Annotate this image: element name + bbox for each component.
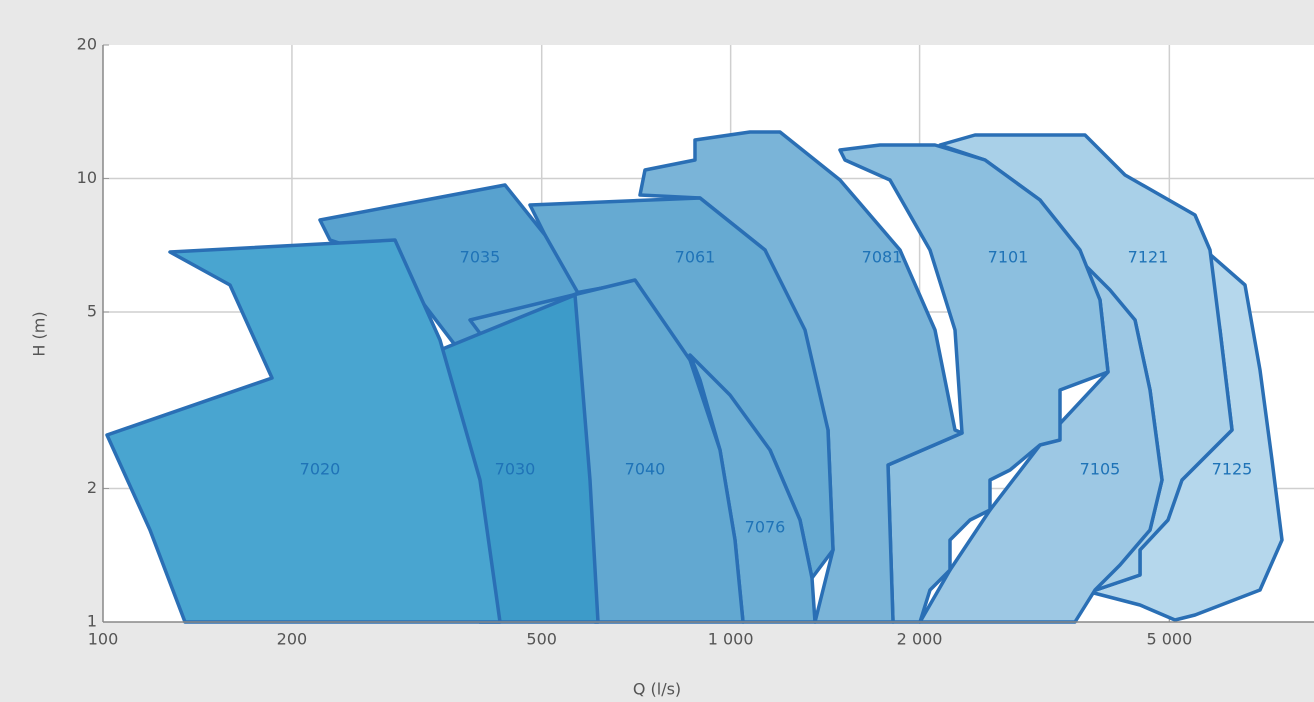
region-label: 7101 bbox=[988, 248, 1029, 267]
y-tick-label: 20 bbox=[77, 35, 97, 54]
x-axis-label: Q (l/s) bbox=[633, 680, 681, 699]
y-tick-label: 5 bbox=[87, 302, 97, 321]
region-label: 7121 bbox=[1128, 248, 1169, 267]
region-label: 7105 bbox=[1080, 460, 1121, 479]
y-axis-label: H (m) bbox=[30, 311, 49, 356]
labels: 7125 7121 7105 7101 7081 7061 7076 7035 7040 7030… bbox=[300, 248, 1253, 537]
region-label: 7040 bbox=[625, 460, 666, 479]
region-label: 7081 bbox=[862, 248, 903, 267]
regions bbox=[105, 130, 1284, 624]
y-tick-label: 2 bbox=[87, 478, 97, 497]
x-tick-label: 100 bbox=[88, 630, 119, 649]
x-tick-label: 1 000 bbox=[708, 630, 754, 649]
pump-range-region bbox=[918, 263, 1164, 624]
x-tick-label: 500 bbox=[526, 630, 557, 649]
y-tick-label: 10 bbox=[77, 168, 97, 187]
region-label: 7076 bbox=[745, 518, 786, 537]
region-label: 7061 bbox=[675, 248, 716, 267]
region-label: 7030 bbox=[495, 460, 536, 479]
region-label: 7125 bbox=[1212, 460, 1253, 479]
region-label: 7035 bbox=[460, 248, 501, 267]
x-tick-label: 200 bbox=[277, 630, 308, 649]
y-tick-label: 1 bbox=[87, 612, 97, 631]
x-tick-label: 2 000 bbox=[897, 630, 943, 649]
pump-range-region bbox=[838, 143, 1110, 624]
region-label: 7020 bbox=[300, 460, 341, 479]
x-tick-label: 5 000 bbox=[1146, 630, 1192, 649]
